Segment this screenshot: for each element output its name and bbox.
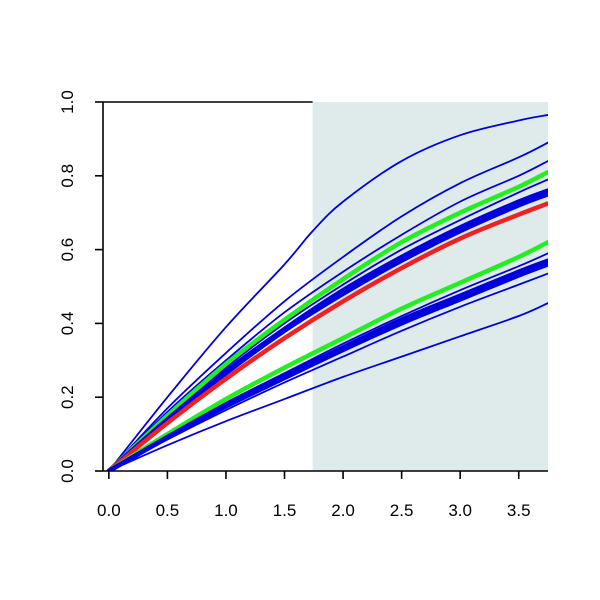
series-line-2 [107,160,548,471]
y-tick-label: 1.0 [58,90,77,114]
y-tick-label: 0.2 [58,385,77,409]
series-line-11 [106,262,548,471]
x-tick-label: 1.5 [273,501,297,520]
x-tick-label: 2.5 [390,501,414,520]
x-tick-label: 0.0 [97,501,121,520]
x-tick-label: 2.0 [331,501,355,520]
y-tick-label: 0.8 [58,164,77,188]
x-tick-label: 3.5 [507,501,531,520]
plot-area [106,102,548,471]
series-line-13 [107,302,548,471]
series-line-7 [106,201,548,471]
y-tick-label: 0.0 [58,459,77,483]
series-line-1 [107,141,548,471]
series-line-6 [106,192,548,471]
series-line-3 [106,169,548,471]
series-line-0 [107,114,548,471]
series-group [106,114,548,471]
x-tick-label: 1.0 [214,501,238,520]
y-tick-label: 0.6 [58,238,77,262]
series-line-8 [106,239,548,471]
x-tick-label: 3.0 [448,501,472,520]
axes: 0.0 0.5 1.0 1.5 2.0 2.5 3.0 3.5 0.0 0.2 0.4 0.6 0.8 1… [58,90,548,520]
y-tick-label: 0.4 [58,312,77,336]
x-tick-label: 0.5 [156,501,180,520]
